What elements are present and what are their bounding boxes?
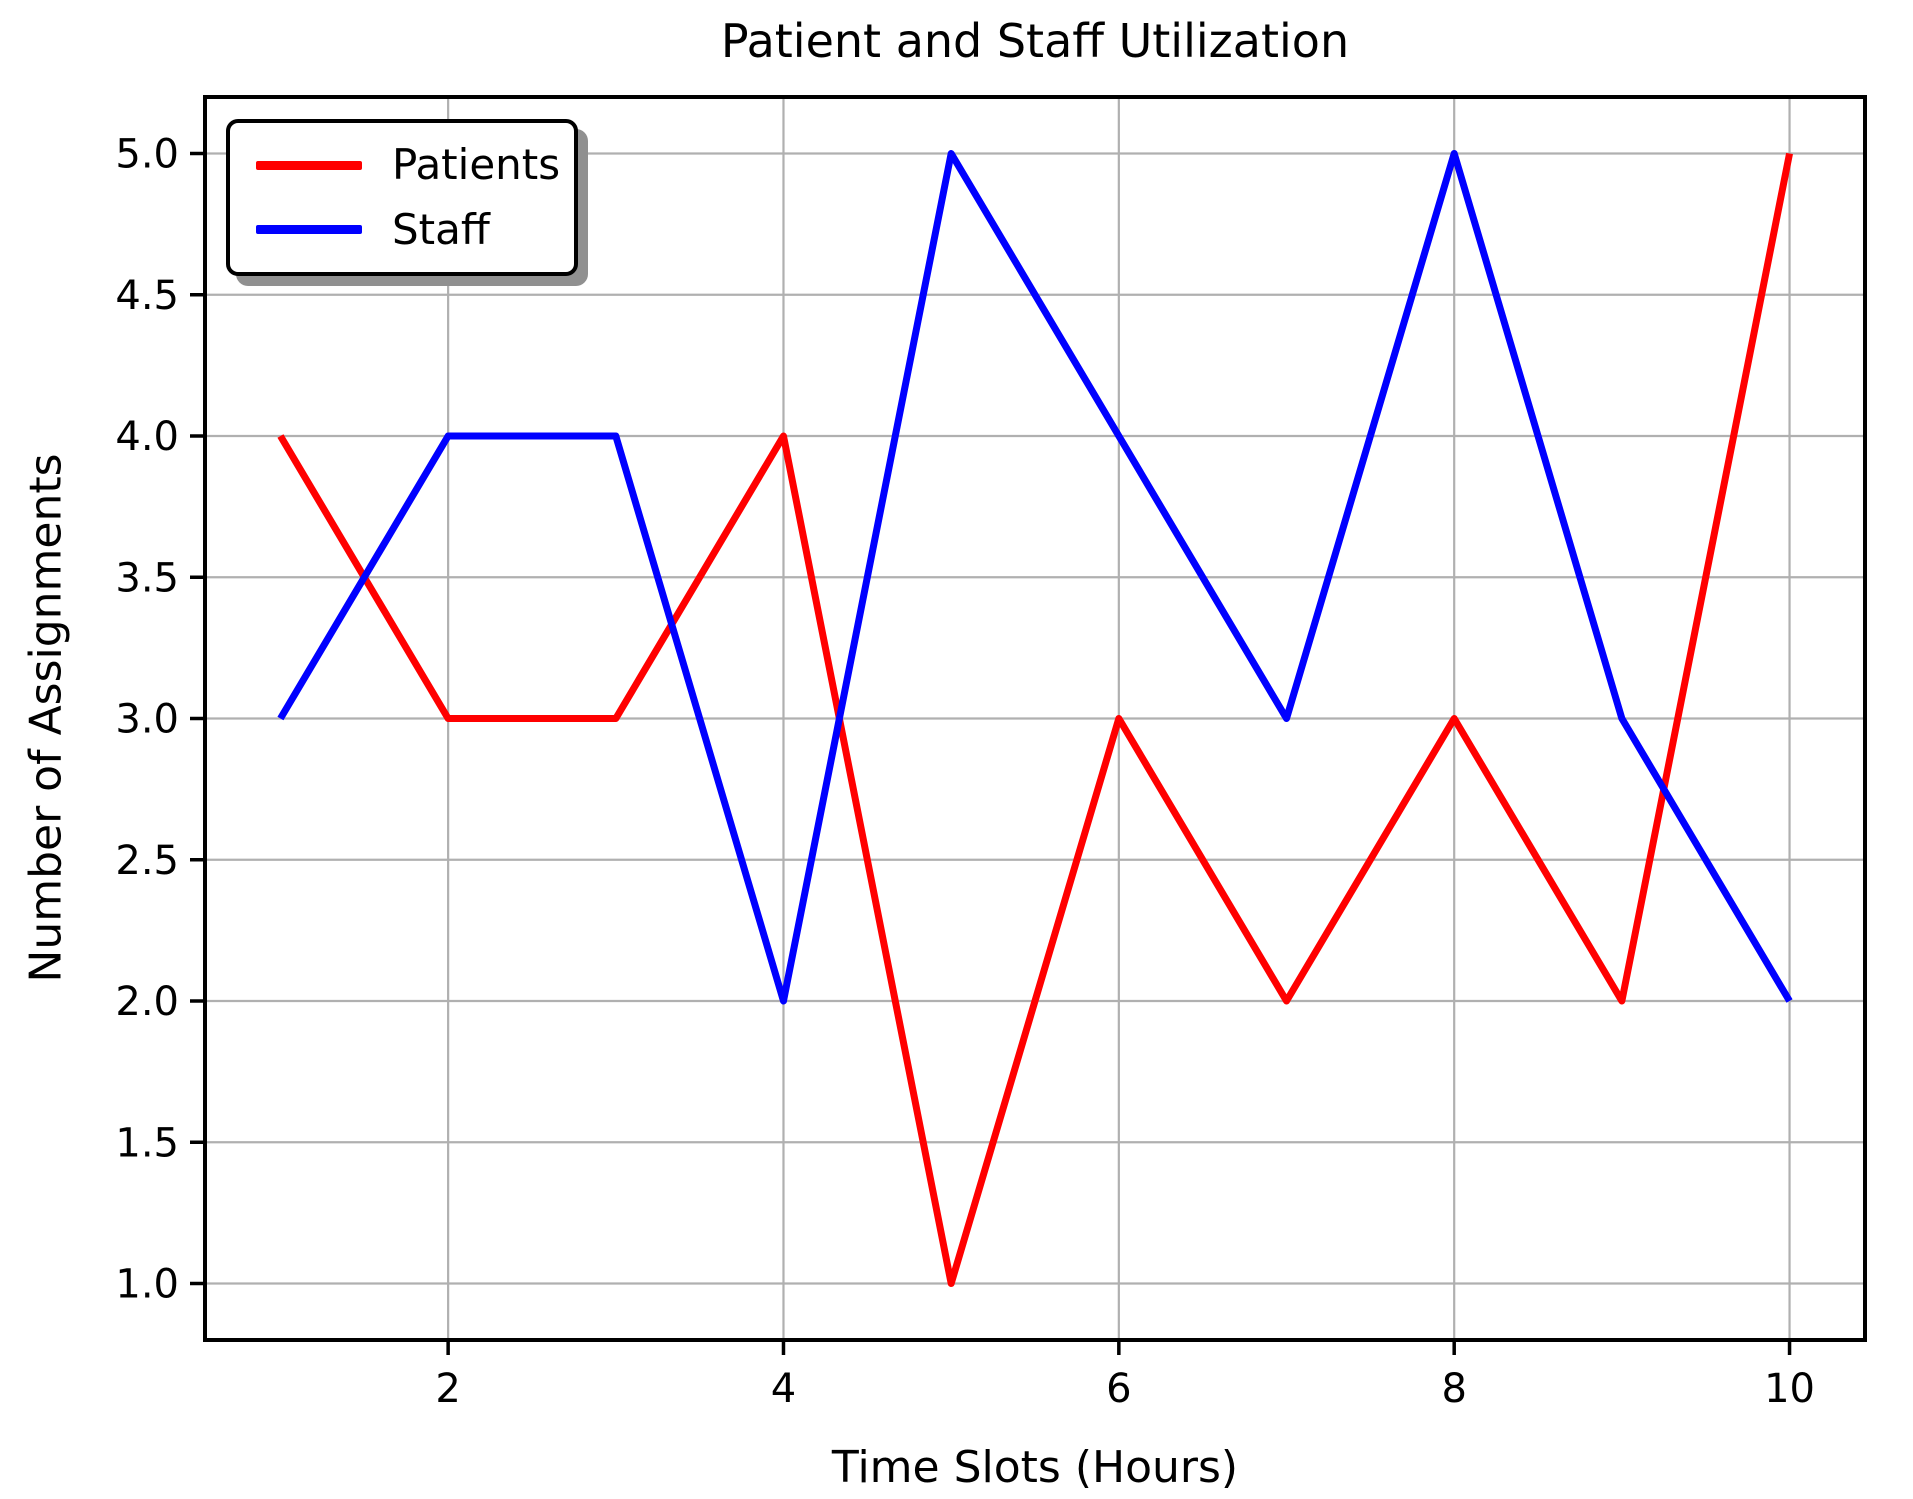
legend-label-staff: Staff bbox=[392, 204, 490, 254]
y-tick-label: 2.5 bbox=[115, 838, 179, 884]
patients-line-swatch bbox=[256, 160, 362, 170]
y-tick-label: 4.0 bbox=[115, 414, 179, 460]
x-axis-label: Time Slots (Hours) bbox=[831, 1442, 1239, 1493]
x-tick-label: 10 bbox=[1764, 1366, 1815, 1412]
legend-item-staff: Staff bbox=[256, 204, 548, 254]
y-tick-label: 3.5 bbox=[115, 555, 179, 601]
x-tick-label: 6 bbox=[1106, 1366, 1131, 1412]
y-tick-label: 4.5 bbox=[115, 273, 179, 319]
legend: Patients Staff bbox=[226, 119, 578, 276]
axes-spines bbox=[203, 95, 1867, 1342]
y-tick-label: 2.0 bbox=[115, 979, 179, 1025]
x-tick-label: 8 bbox=[1441, 1366, 1466, 1412]
y-tick-label: 1.5 bbox=[115, 1120, 179, 1166]
series-line-patients bbox=[277, 152, 1793, 1287]
staff-line-swatch bbox=[256, 225, 362, 235]
y-tick-label: 1.0 bbox=[115, 1262, 179, 1308]
chart-title: Patient and Staff Utilization bbox=[720, 14, 1350, 68]
series-line-staff bbox=[277, 150, 1793, 1005]
y-tick-label: 3.0 bbox=[115, 697, 179, 743]
y-axis-label: Number of Assignments bbox=[20, 453, 72, 983]
x-tick-label: 2 bbox=[435, 1366, 460, 1412]
x-tick-label: 4 bbox=[771, 1366, 796, 1412]
legend-label-patients: Patients bbox=[392, 140, 561, 190]
legend-item-patients: Patients bbox=[256, 144, 560, 186]
y-tick-label: 5.0 bbox=[115, 132, 179, 178]
